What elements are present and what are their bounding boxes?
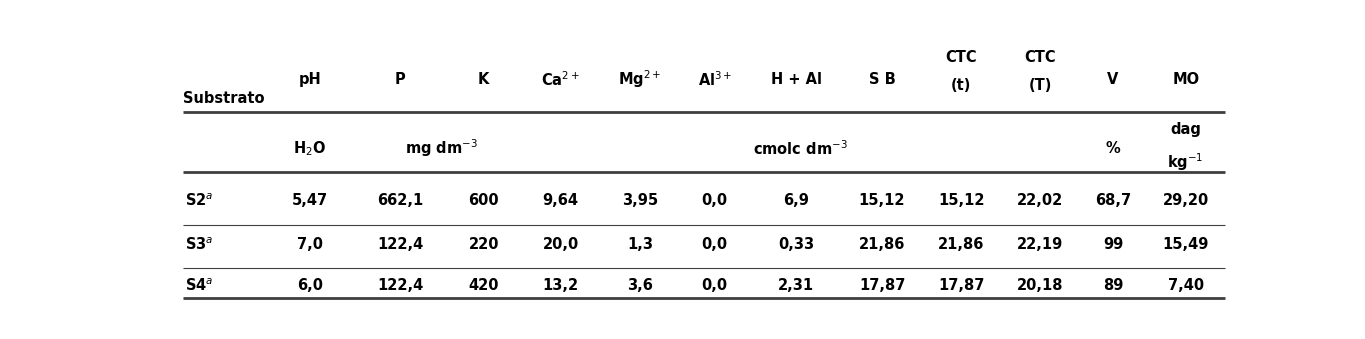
Text: 20,18: 20,18	[1017, 278, 1063, 293]
Text: 6,0: 6,0	[296, 278, 324, 293]
Text: Al$^{3+}$: Al$^{3+}$	[698, 70, 732, 88]
Text: P: P	[394, 72, 405, 87]
Text: dag: dag	[1170, 122, 1201, 137]
Text: 3,95: 3,95	[622, 193, 658, 208]
Text: MO: MO	[1173, 72, 1200, 87]
Text: 0,0: 0,0	[702, 193, 728, 208]
Text: 122,4: 122,4	[377, 237, 423, 252]
Text: %: %	[1106, 141, 1121, 156]
Text: 22,02: 22,02	[1017, 193, 1063, 208]
Text: 17,87: 17,87	[938, 278, 984, 293]
Text: kg$^{-1}$: kg$^{-1}$	[1167, 152, 1204, 173]
Text: Substrato: Substrato	[183, 91, 265, 106]
Text: 15,12: 15,12	[859, 193, 905, 208]
Text: 21,86: 21,86	[859, 237, 905, 252]
Text: 6,9: 6,9	[784, 193, 809, 208]
Text: S B: S B	[868, 72, 895, 87]
Text: 15,12: 15,12	[938, 193, 984, 208]
Text: 7,40: 7,40	[1167, 278, 1204, 293]
Text: 9,64: 9,64	[543, 193, 579, 208]
Text: CTC: CTC	[946, 50, 977, 65]
Text: 3,6: 3,6	[627, 278, 652, 293]
Text: H$_2$O: H$_2$O	[293, 139, 326, 158]
Text: pH: pH	[299, 72, 321, 87]
Text: mg dm$^{-3}$: mg dm$^{-3}$	[405, 138, 478, 159]
Text: V: V	[1107, 72, 1119, 87]
Text: (t): (t)	[951, 78, 972, 93]
Text: 22,19: 22,19	[1017, 237, 1063, 252]
Text: 20,0: 20,0	[543, 237, 579, 252]
Text: 7,0: 7,0	[296, 237, 324, 252]
Text: 2,31: 2,31	[778, 278, 815, 293]
Text: 29,20: 29,20	[1163, 193, 1209, 208]
Text: (T): (T)	[1029, 78, 1052, 93]
Text: Ca$^{2+}$: Ca$^{2+}$	[542, 70, 580, 88]
Text: 220: 220	[468, 237, 500, 252]
Text: 17,87: 17,87	[859, 278, 905, 293]
Text: 0,0: 0,0	[702, 278, 728, 293]
Text: 13,2: 13,2	[543, 278, 579, 293]
Text: 0,0: 0,0	[702, 237, 728, 252]
Text: cmolc dm$^{-3}$: cmolc dm$^{-3}$	[753, 139, 848, 158]
Text: S2$^{a}$: S2$^{a}$	[186, 193, 214, 209]
Text: 21,86: 21,86	[938, 237, 984, 252]
Text: 5,47: 5,47	[292, 193, 328, 208]
Text: CTC: CTC	[1025, 50, 1057, 65]
Text: 600: 600	[468, 193, 500, 208]
Text: 15,49: 15,49	[1163, 237, 1209, 252]
Text: 0,33: 0,33	[778, 237, 815, 252]
Text: S4$^{a}$: S4$^{a}$	[186, 277, 214, 294]
Text: 89: 89	[1103, 278, 1123, 293]
Text: H + Al: H + Al	[771, 72, 822, 87]
Text: 68,7: 68,7	[1095, 193, 1132, 208]
Text: Mg$^{2+}$: Mg$^{2+}$	[618, 68, 662, 90]
Text: 662,1: 662,1	[377, 193, 423, 208]
Text: 420: 420	[468, 278, 500, 293]
Text: 122,4: 122,4	[377, 278, 423, 293]
Text: S3$^{a}$: S3$^{a}$	[186, 236, 214, 253]
Text: 1,3: 1,3	[627, 237, 652, 252]
Text: K: K	[478, 72, 490, 87]
Text: 99: 99	[1103, 237, 1123, 252]
